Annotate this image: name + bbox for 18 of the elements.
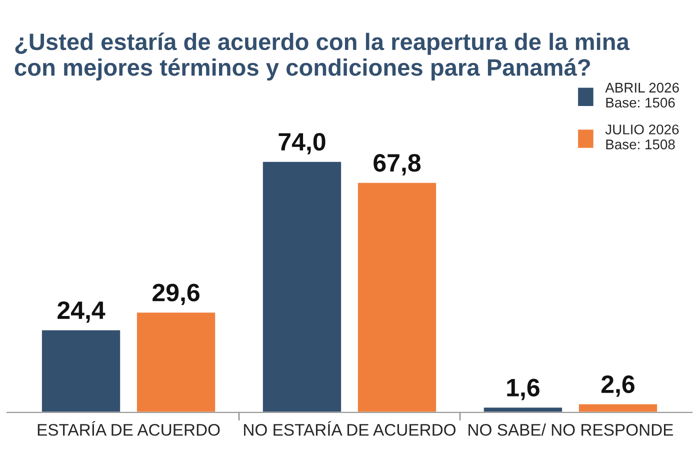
bar xyxy=(578,402,658,412)
data-label: 2,6 xyxy=(601,375,634,397)
legend-label: JULIO 2026 Base: 1508 xyxy=(605,124,679,150)
legend-label: ABRIL 2026 Base: 1506 xyxy=(605,82,679,108)
data-label: 24,4 xyxy=(58,301,106,323)
chart-title: ¿Usted estaría de acuerdo con la reapertura de la mina con mejores términos y condiciones para Panamá? xyxy=(14,32,630,81)
data-label: 1,6 xyxy=(507,378,540,400)
data-label: 29,6 xyxy=(152,284,200,306)
x-tick-label: NO SABE/ NO RESPONDE xyxy=(468,424,674,436)
bar xyxy=(136,311,217,412)
data-label: 74,0 xyxy=(278,132,326,154)
bar xyxy=(482,406,564,412)
data-label: 67,8 xyxy=(374,154,421,176)
x-tick-label: ESTARÍA DE ACUERDO xyxy=(38,421,220,436)
bar xyxy=(356,182,438,412)
x-tick-label: NO ESTARÍA DE ACUERDO xyxy=(244,421,456,436)
bar xyxy=(40,328,122,412)
bar xyxy=(262,160,342,412)
